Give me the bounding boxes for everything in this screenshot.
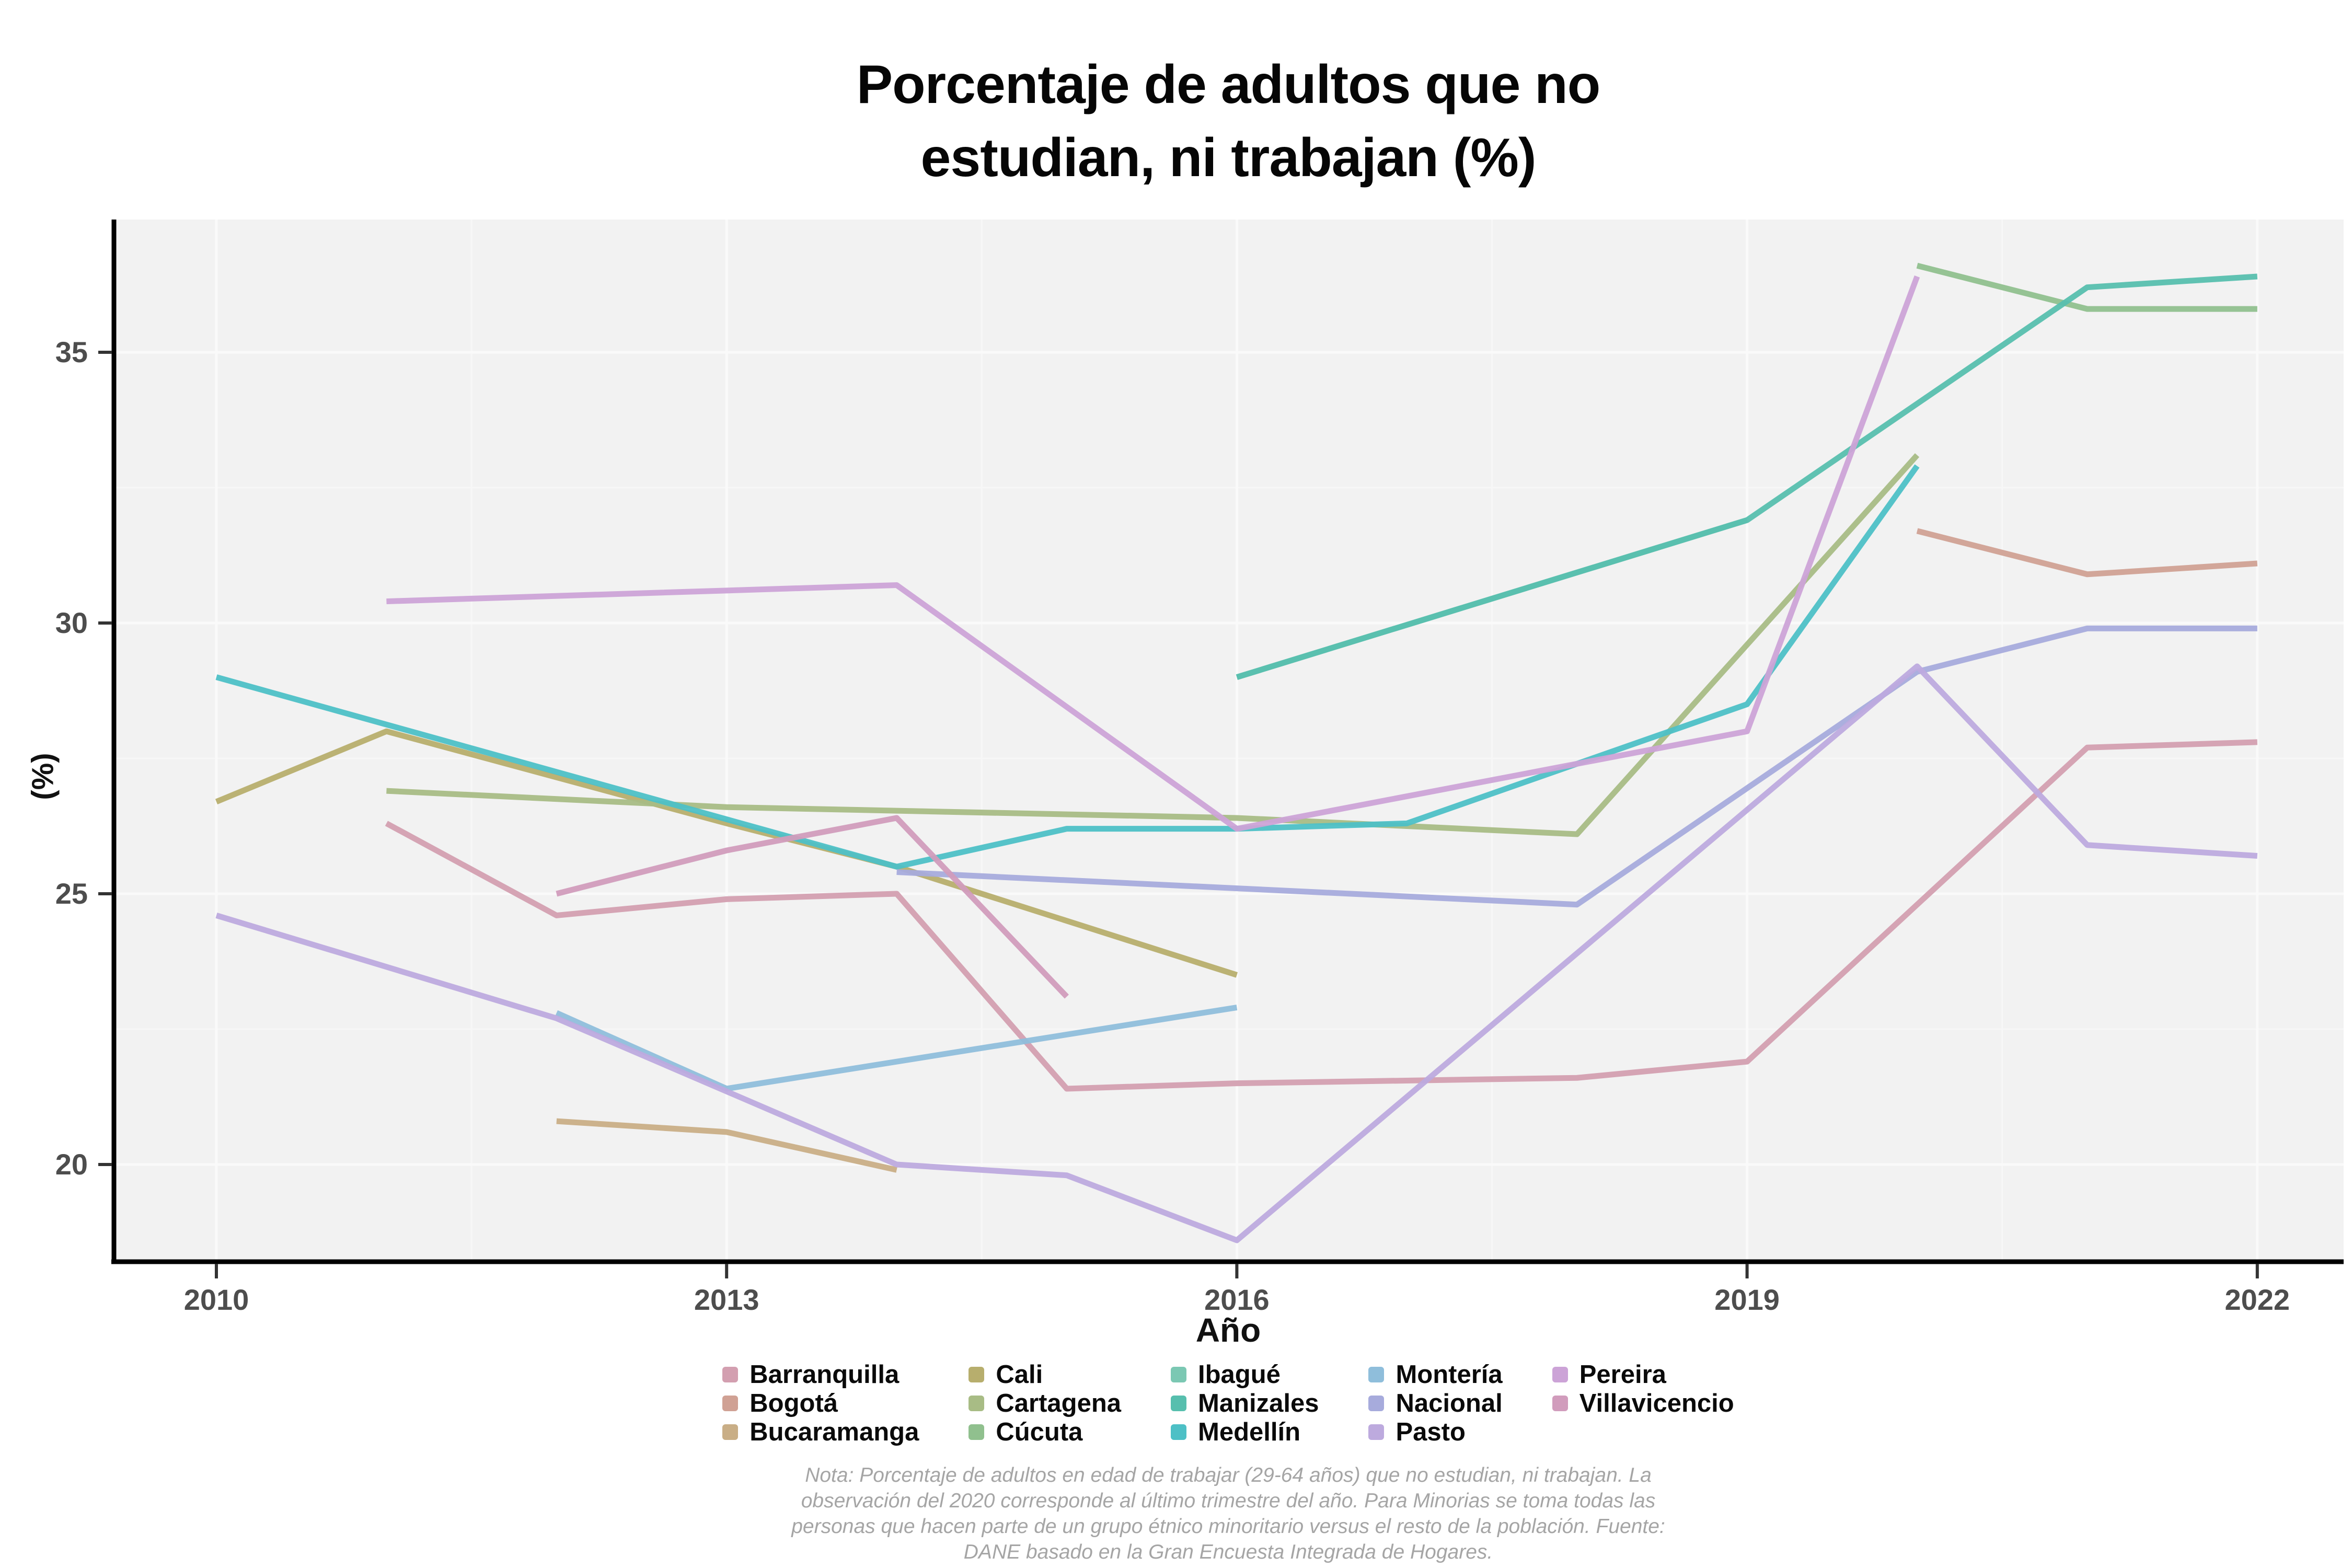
series-line-barranquilla xyxy=(385,739,2257,1092)
legend-label: Medellín xyxy=(1198,1418,1301,1446)
y-tick-label: 20 xyxy=(55,1148,88,1181)
legend-color-swatch-icon xyxy=(1552,1367,1568,1382)
source-note: Nota: Porcentaje de adultos en edad de t… xyxy=(105,1462,2352,1565)
y-tick-label: 25 xyxy=(55,877,88,910)
chart-title-line1: Porcentaje de adultos que no xyxy=(856,54,1600,115)
x-tick-label: 2022 xyxy=(2225,1283,2290,1316)
legend-label: Pereira xyxy=(1579,1361,1666,1389)
source-note-line: Nota: Porcentaje de adultos en edad de t… xyxy=(805,1464,1652,1486)
series-line-pereira xyxy=(386,275,1920,832)
legend-color-swatch-icon xyxy=(1368,1367,1385,1382)
legend-label: Bogotá xyxy=(750,1389,838,1417)
y-tick-label: 35 xyxy=(55,336,88,368)
legend-column: Pereira Villavicencio xyxy=(1552,1361,1734,1417)
plot-panel xyxy=(116,220,2344,1262)
legend-column: Montería Nacional Pasto xyxy=(1368,1361,1503,1446)
series-line-villavicencio xyxy=(556,815,1069,999)
series-line-bogota xyxy=(1916,528,2258,578)
legend-label: Manizales xyxy=(1198,1389,1319,1417)
legend-column: Ibagué Manizales Medellín xyxy=(1171,1361,1319,1446)
x-tick-label: 2019 xyxy=(1714,1283,1780,1316)
series-line-nacional xyxy=(896,625,2257,908)
legend-label: Pasto xyxy=(1396,1418,1466,1446)
x-tick-label: 2016 xyxy=(1204,1283,1270,1316)
legend-color-swatch-icon xyxy=(722,1367,739,1382)
legend-item: Nacional xyxy=(1368,1389,1503,1417)
source-note-line: observación del 2020 corresponde al últi… xyxy=(801,1490,1656,1512)
source-note-line: personas que hacen parte de un grupo étn… xyxy=(791,1515,1665,1538)
x-tick-label: 2013 xyxy=(694,1283,759,1316)
chart-title: Porcentaje de adultos que no estudian, n… xyxy=(105,48,2352,194)
legend-item: Cartagena xyxy=(969,1389,1121,1417)
legend-item: Bogotá xyxy=(722,1389,919,1417)
x-axis-title: Año xyxy=(1195,1311,1261,1349)
legend-color-swatch-icon xyxy=(1171,1367,1186,1382)
series-line-cali xyxy=(215,728,1238,978)
legend-item: Ibagué xyxy=(1171,1361,1319,1389)
source-note-line: DANE basado en la Gran Encuesta Integrad… xyxy=(963,1541,1493,1563)
legend-label: Cartagena xyxy=(996,1389,1121,1417)
legend-color-swatch-icon xyxy=(969,1396,985,1411)
legend-item: Pereira xyxy=(1552,1361,1734,1389)
y-axis-title: (%) xyxy=(26,753,60,800)
legend-item: Medellín xyxy=(1171,1418,1319,1446)
legend-item: Montería xyxy=(1368,1361,1503,1389)
legend-label: Cali xyxy=(996,1361,1043,1389)
legend-label: Barranquilla xyxy=(750,1361,900,1389)
legend-item: Pasto xyxy=(1368,1418,1502,1446)
legend-item: Cali xyxy=(969,1361,1121,1389)
x-tick-label: 2010 xyxy=(184,1283,249,1316)
series-line-pasto xyxy=(215,663,2258,1243)
legend-color-swatch-icon xyxy=(722,1396,739,1411)
legend-label: Nacional xyxy=(1396,1389,1503,1417)
legend-label: Cúcuta xyxy=(996,1418,1083,1446)
legend-item: Cúcuta xyxy=(969,1418,1121,1446)
series-line-manizales xyxy=(1236,273,2258,680)
legend-color-swatch-icon xyxy=(1368,1424,1385,1440)
legend-color-swatch-icon xyxy=(1552,1396,1568,1411)
legend-color-swatch-icon xyxy=(1368,1396,1385,1411)
series-line-cucuta xyxy=(1916,262,2257,312)
legend-color-swatch-icon xyxy=(969,1367,985,1382)
legend-column: Cali Cartagena Cúcuta xyxy=(969,1361,1121,1446)
legend-color-swatch-icon xyxy=(969,1424,985,1440)
legend-item: Manizales xyxy=(1171,1389,1319,1417)
legend-color-swatch-icon xyxy=(1171,1424,1186,1440)
legend-label: Bucaramanga xyxy=(750,1418,919,1446)
legend-color-swatch-icon xyxy=(722,1424,739,1440)
series-line-cartagena xyxy=(386,453,1920,837)
legend-item: Villavicencio xyxy=(1552,1389,1734,1417)
chart-title-line2: estudian, ni trabajan (%) xyxy=(920,128,1537,188)
legend-label: Montería xyxy=(1396,1361,1503,1389)
legend-color-swatch-icon xyxy=(1171,1396,1186,1411)
series-line-bucaramanga xyxy=(556,1118,897,1173)
legend-item: Bucaramanga xyxy=(722,1418,919,1446)
y-tick-label: 30 xyxy=(55,606,88,639)
chart-legend: Barranquilla Bogotá Bucaramanga Cali Car… xyxy=(78,1361,2352,1446)
legend-column: Barranquilla Bogotá Bucaramanga xyxy=(722,1361,919,1446)
legend-label: Villavicencio xyxy=(1579,1389,1734,1417)
legend-label: Ibagué xyxy=(1198,1361,1281,1389)
legend-item: Barranquilla xyxy=(722,1361,919,1389)
